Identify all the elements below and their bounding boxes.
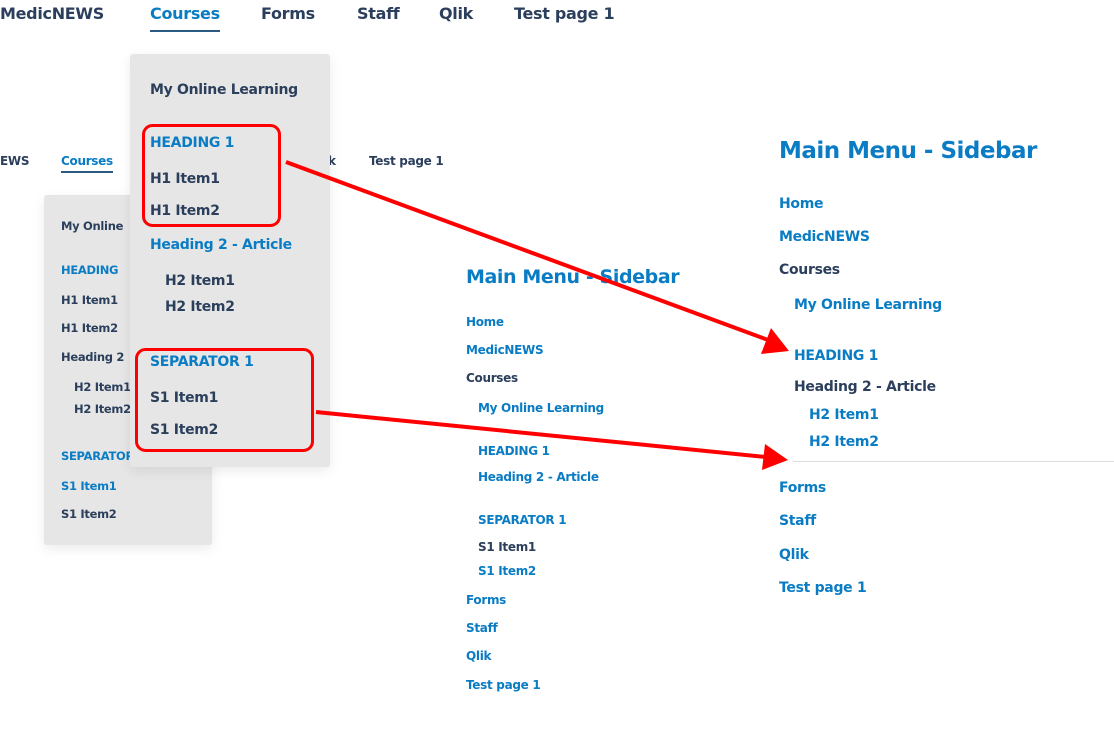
nav-medicnews-partial[interactable]: EWS (0, 154, 30, 168)
sidebar-item-my-online-learning[interactable]: My Online Learning (794, 297, 942, 313)
menu-item-my-online[interactable]: My Online (61, 219, 124, 233)
menu-heading-1: HEADING (61, 263, 119, 277)
sidebar-item-my-online-learning[interactable]: My Online Learning (478, 401, 604, 415)
nav-medicnews[interactable]: MedicNEWS (0, 4, 104, 23)
arrow-head-icon (762, 444, 788, 470)
sidebar-item-s1-item1[interactable]: S1 Item1 (478, 540, 536, 554)
nav-test-page-small[interactable]: Test page 1 (369, 154, 444, 168)
sidebar-item-qlik[interactable]: Qlik (779, 547, 809, 563)
menu-item-h1-item1[interactable]: H1 Item1 (150, 171, 220, 187)
menu-item-h1-item1[interactable]: H1 Item1 (61, 293, 118, 307)
menu-item-h2-item2[interactable]: H2 Item2 (165, 299, 235, 315)
sidebar-item-home[interactable]: Home (779, 196, 824, 212)
sidebar-item-courses[interactable]: Courses (466, 371, 518, 385)
menu-item-h2-item2[interactable]: H2 Item2 (74, 402, 131, 416)
sidebar-separator-1: SEPARATOR 1 (478, 513, 567, 527)
menu-heading-2-article[interactable]: Heading 2 - Article (150, 237, 292, 253)
sidebar-item-h2-item1[interactable]: H2 Item1 (809, 407, 879, 423)
menu-item-s1-item2[interactable]: S1 Item2 (150, 422, 219, 438)
menu-item-s1-item1[interactable]: S1 Item1 (61, 479, 117, 493)
sidebar-item-s1-item2[interactable]: S1 Item2 (478, 564, 536, 578)
menu-item-s1-item1[interactable]: S1 Item1 (150, 390, 219, 406)
sidebar-heading-2-article: Heading 2 - Article (794, 379, 936, 395)
courses-dropdown: My Online Learning HEADING 1 H1 Item1 H1… (130, 54, 330, 467)
menu-item-s1-item2[interactable]: S1 Item2 (61, 507, 117, 521)
sidebar-item-qlik[interactable]: Qlik (466, 649, 492, 663)
menu-item-h1-item2[interactable]: H1 Item2 (61, 321, 118, 335)
sidebar-item-heading-2-article[interactable]: Heading 2 - Article (478, 470, 599, 484)
sidebar-heading-1: HEADING 1 (794, 348, 879, 364)
sidebar-item-medicnews[interactable]: MedicNEWS (466, 343, 544, 357)
menu-item-h2-item1[interactable]: H2 Item1 (74, 380, 131, 394)
sidebar-item-courses[interactable]: Courses (779, 262, 840, 278)
sidebar-item-staff[interactable]: Staff (779, 513, 816, 529)
sidebar-item-medicnews[interactable]: MedicNEWS (779, 229, 870, 245)
menu-separator-1: SEPARATOR (61, 449, 135, 463)
sidebar-item-test-page[interactable]: Test page 1 (779, 580, 867, 596)
sidebar-item-staff[interactable]: Staff (466, 621, 498, 635)
nav-forms[interactable]: Forms (261, 4, 315, 23)
arrow-line-heading1 (285, 160, 769, 342)
sidebar-item-home[interactable]: Home (466, 315, 504, 329)
menu-item-h2-item1[interactable]: H2 Item1 (165, 273, 235, 289)
arrow-head-icon (761, 328, 789, 354)
nav-qlik[interactable]: Qlik (439, 4, 474, 23)
sidebar-separator-line (793, 461, 1114, 462)
sidebar-item-forms[interactable]: Forms (466, 593, 507, 607)
menu-heading-1: HEADING 1 (150, 135, 235, 151)
sidebar-item-h2-item2[interactable]: H2 Item2 (809, 434, 879, 450)
nav-staff[interactable]: Staff (357, 4, 400, 23)
sidebar-title-right: Main Menu - Sidebar (779, 138, 1037, 164)
menu-item-my-online-learning[interactable]: My Online Learning (150, 82, 298, 98)
sidebar-item-forms[interactable]: Forms (779, 480, 826, 496)
sidebar-item-test-page[interactable]: Test page 1 (466, 678, 541, 692)
nav-courses[interactable]: Courses (150, 4, 220, 32)
nav-courses-small[interactable]: Courses (61, 151, 113, 173)
menu-separator-1: SEPARATOR 1 (150, 354, 254, 370)
menu-heading-2: Heading 2 (61, 350, 125, 364)
nav-test-page[interactable]: Test page 1 (514, 4, 615, 23)
sidebar-heading-1: HEADING 1 (478, 444, 550, 458)
sidebar-title-middle: Main Menu - Sidebar (466, 266, 680, 288)
menu-item-h1-item2[interactable]: H1 Item2 (150, 203, 220, 219)
